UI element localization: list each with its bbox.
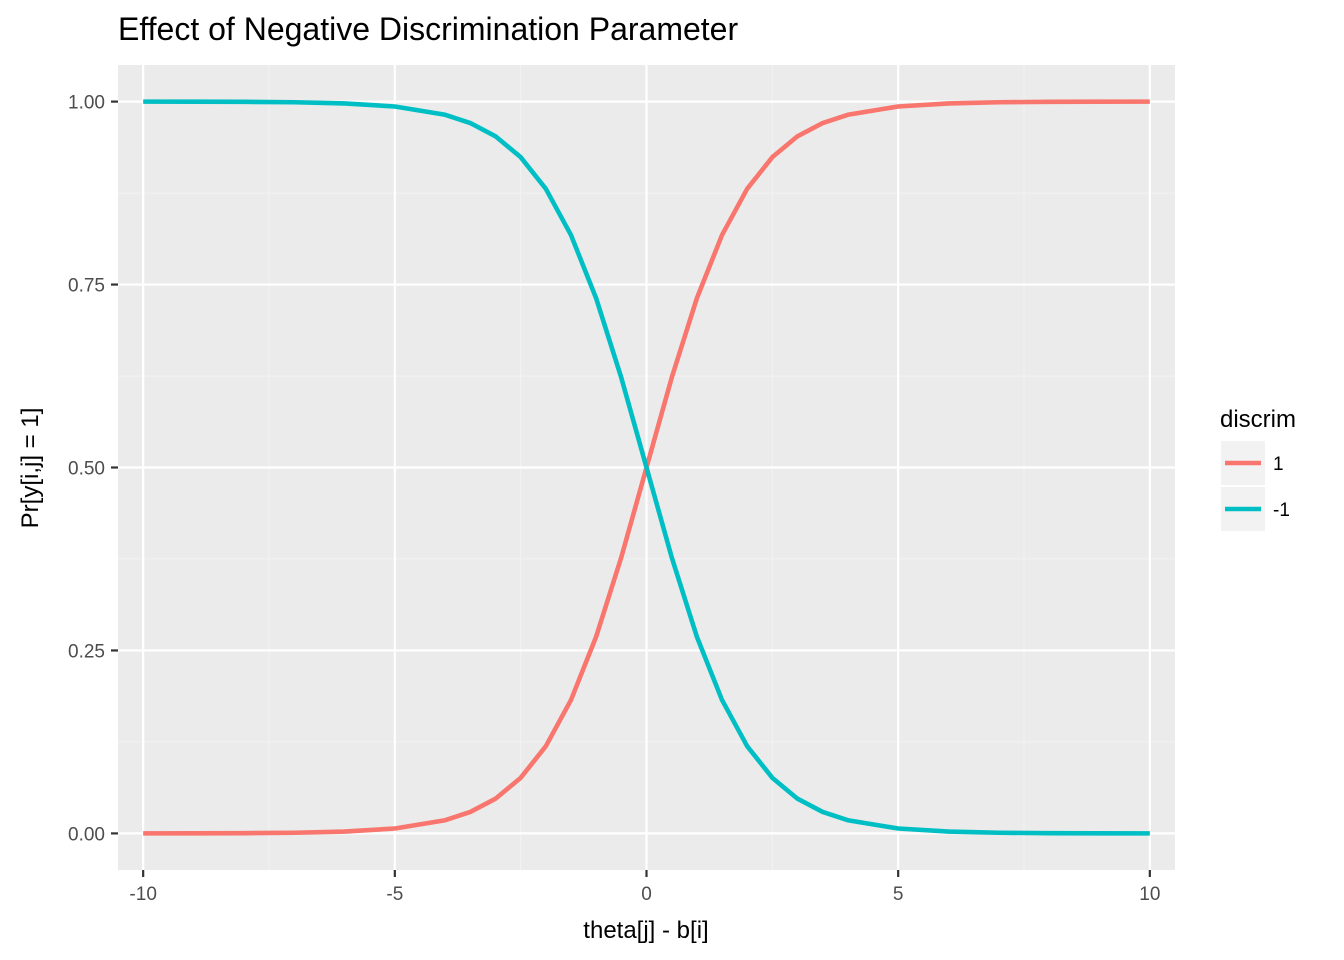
y-tick-label: 1.00 — [68, 93, 105, 114]
x-axis-title: theta[j] - b[i] — [583, 917, 708, 944]
legend: discrim 1 -1 — [1220, 406, 1296, 531]
y-axis-title: Pr[y[i,j] = 1] — [17, 408, 44, 529]
x-tick-label: -10 — [129, 884, 156, 905]
series-line-1 — [143, 99, 1150, 836]
x-tick-label: -5 — [386, 884, 403, 905]
x-axis: -10 -5 0 5 10 — [129, 870, 1160, 905]
y-tick-label: 0.25 — [68, 641, 105, 662]
x-tick-label: 0 — [641, 884, 652, 905]
legend-label: -1 — [1273, 500, 1290, 521]
legend-title: discrim — [1220, 406, 1296, 433]
y-tick-label: 0.00 — [68, 824, 105, 845]
chart-title: Effect of Negative Discrimination Parame… — [118, 11, 738, 47]
y-tick-label: 0.50 — [68, 459, 105, 480]
x-tick-label: 10 — [1139, 884, 1160, 905]
series-lines — [143, 99, 1150, 836]
y-tick-label: 0.75 — [68, 276, 105, 297]
x-tick-label: 5 — [893, 884, 904, 905]
legend-label: 1 — [1273, 454, 1284, 475]
y-axis: 0.00 0.25 0.50 0.75 1.00 — [68, 93, 118, 845]
